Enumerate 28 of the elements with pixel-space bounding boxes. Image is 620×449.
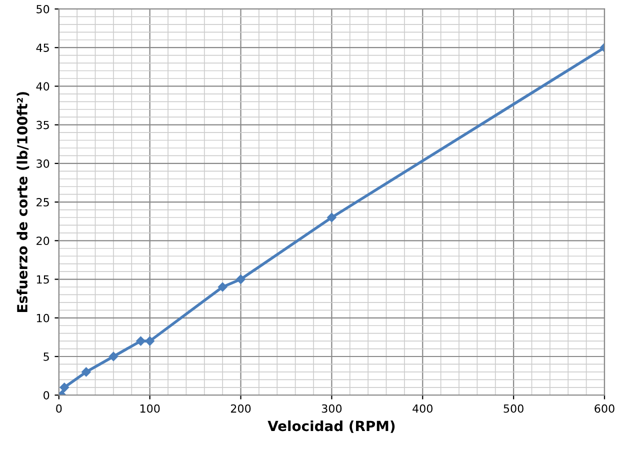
x-tick-label: 100	[140, 404, 160, 413]
x-tick-label: 0	[56, 404, 62, 413]
y-axis-title: Esfuerzo de corte (lb/100ft²)	[16, 92, 30, 312]
x-axis-title: Velocidad (RPM)	[268, 420, 395, 433]
y-tick-label: 10	[36, 314, 50, 322]
y-tick-label: 40	[36, 82, 50, 91]
point	[82, 367, 91, 377]
y-tick-label: 0	[44, 391, 50, 400]
y-tick-label: 30	[36, 159, 50, 168]
x-tick-label: 500	[504, 404, 524, 413]
x-tick-label: 400	[412, 404, 432, 413]
y-tick-label: 35	[36, 120, 49, 130]
point	[136, 336, 146, 346]
point	[327, 212, 336, 222]
point	[108, 352, 118, 362]
x-tick-label: 200	[230, 404, 251, 413]
y-tick-label: 5	[44, 352, 49, 361]
y-tick-label: 25	[36, 198, 49, 206]
x-tick-label: 300	[322, 404, 342, 413]
y-tick-label: 50	[36, 4, 50, 14]
point	[218, 282, 228, 292]
y-tick-label: 20	[36, 236, 50, 246]
x-tick-label: 600	[594, 404, 614, 413]
point	[236, 274, 246, 284]
y-tick-label: 15	[36, 275, 49, 284]
point	[145, 336, 154, 346]
y-tick-label: 45	[36, 44, 49, 52]
point	[60, 382, 69, 392]
